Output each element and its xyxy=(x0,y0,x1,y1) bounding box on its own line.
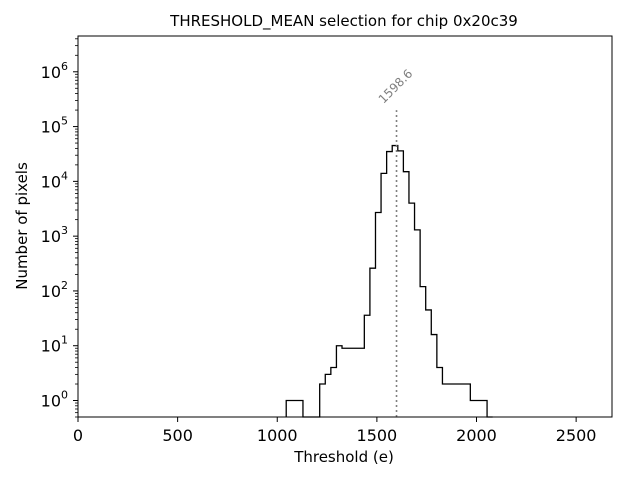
y-tick-label: 104 xyxy=(41,169,68,191)
plot-frame xyxy=(77,35,613,418)
y-tick-label: 102 xyxy=(41,279,68,301)
y-tick-label: 105 xyxy=(41,115,68,137)
y-tick-exponent: 5 xyxy=(61,115,68,128)
y-tick-label: 101 xyxy=(41,334,68,356)
x-tick-label: 500 xyxy=(162,426,193,445)
y-tick-exponent: 6 xyxy=(61,60,68,73)
y-tick-base: 10 xyxy=(41,63,61,82)
y-tick-label: 100 xyxy=(41,389,68,411)
x-tick-label: 2500 xyxy=(556,426,597,445)
x-tick-label: 0 xyxy=(73,426,83,445)
x-axis-ticks: 0 500 1000 1500 2000 2500 xyxy=(73,417,597,445)
y-tick-exponent: 4 xyxy=(61,169,68,182)
y-tick-label: 106 xyxy=(41,60,68,82)
y-tick-exponent: 2 xyxy=(61,279,68,292)
x-tick-label: 2000 xyxy=(456,426,497,445)
y-tick-exponent: 1 xyxy=(61,334,68,347)
y-tick-base: 10 xyxy=(41,337,61,356)
y-tick-base: 10 xyxy=(41,282,61,301)
mean-threshold-label: 1598.6 xyxy=(376,67,416,107)
x-tick-label: 1500 xyxy=(357,426,398,445)
histogram-step-line xyxy=(285,144,493,418)
chart-title: THRESHOLD_MEAN selection for chip 0x20c3… xyxy=(169,12,518,31)
y-tick-base: 10 xyxy=(41,118,61,137)
y-tick-base: 10 xyxy=(41,227,61,246)
y-tick-label: 103 xyxy=(41,224,68,246)
y-tick-exponent: 3 xyxy=(61,224,68,237)
x-axis-title: Threshold (e) xyxy=(293,448,394,466)
x-tick-label: 1000 xyxy=(257,426,298,445)
y-tick-base: 10 xyxy=(41,392,61,411)
y-tick-exponent: 0 xyxy=(61,389,68,402)
y-axis-title: Number of pixels xyxy=(13,162,31,290)
y-tick-base: 10 xyxy=(41,172,61,191)
